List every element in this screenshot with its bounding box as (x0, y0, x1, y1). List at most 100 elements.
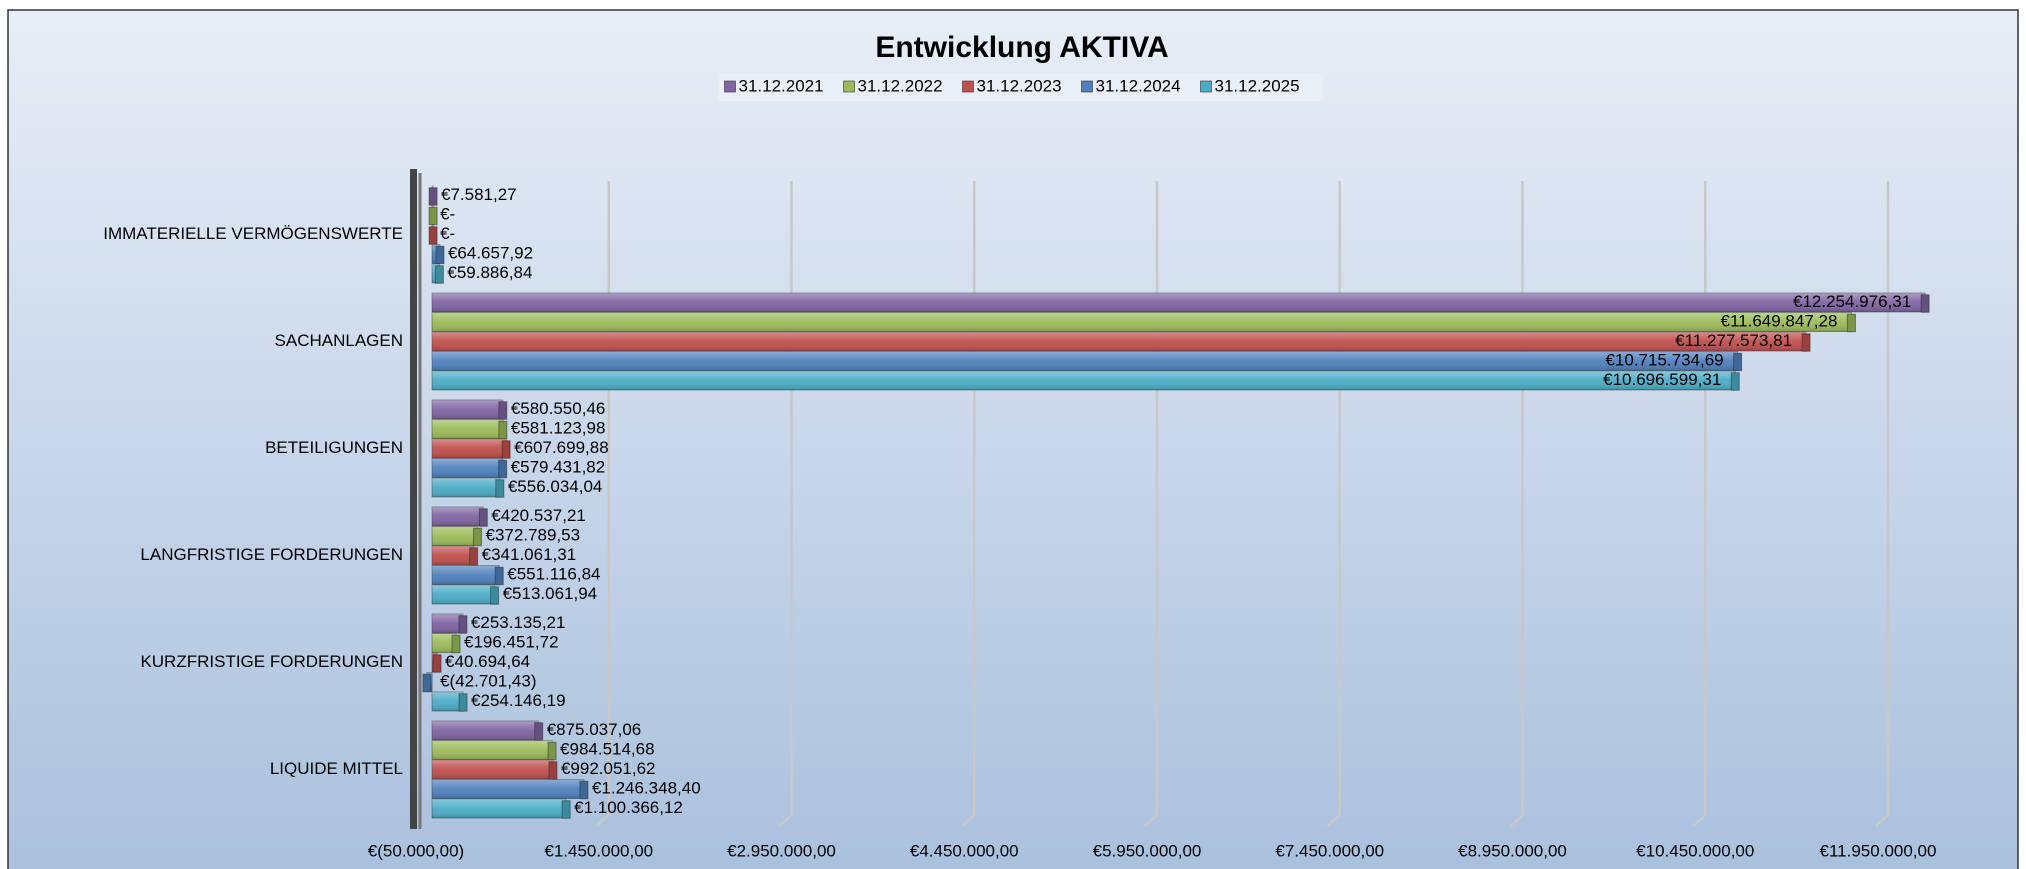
grid-line (1692, 181, 1707, 827)
bar-cap (428, 206, 438, 226)
chart-title: Entwicklung AKTIVA (875, 31, 1168, 64)
grid-line (1326, 181, 1341, 827)
y-tick-label: KURZFRISTIGE FORDERUNGEN (140, 652, 403, 671)
bar-shine (432, 351, 1738, 371)
data-label: €254.146,19 (471, 691, 566, 710)
data-label: €40.694,64 (445, 652, 530, 671)
data-label: €556.034,04 (508, 477, 603, 496)
data-label: €253.135,21 (471, 613, 566, 632)
legend-label: 31.12.2021 (739, 76, 824, 95)
bar-cap (547, 741, 557, 761)
bar-cap (458, 615, 468, 634)
data-label: €12.254.976,31 (1793, 292, 1911, 311)
grid-line (1875, 181, 1890, 827)
bar-cap (434, 265, 444, 284)
data-label: €64.657,92 (448, 243, 533, 262)
x-tick-label: €1.450.000,00 (544, 841, 653, 860)
bar-shine (432, 507, 484, 526)
chart-area (7, 9, 2019, 869)
data-label: €(42.701,43) (440, 671, 536, 690)
bar-cap (501, 440, 511, 459)
bar-shine (432, 478, 500, 497)
bar-cap (432, 654, 442, 673)
data-label: €11.649.847,28 (1721, 311, 1838, 330)
y-tick-label: LANGFRISTIGE FORDERUNGEN (140, 545, 403, 564)
bar-shine (432, 458, 503, 478)
legend-label: 31.12.2023 (977, 76, 1062, 95)
bar-cap (422, 673, 432, 693)
bar-shine (432, 692, 464, 711)
bar-shine (432, 721, 539, 740)
bar-cap (478, 508, 488, 527)
bar-cap (1920, 294, 1930, 313)
data-label: €372.789,53 (486, 525, 581, 544)
data-label: €579.431,82 (511, 457, 606, 476)
y-tick-label: IMMATERIELLE VERMÖGENSWERTE (103, 224, 403, 243)
x-tick-label: €8.950.000,00 (1458, 841, 1567, 860)
legend-swatch (724, 80, 736, 93)
data-label: €875.037,06 (547, 720, 642, 739)
bar-cap (428, 187, 438, 206)
grid-line (595, 181, 610, 827)
bar-cap (534, 722, 544, 741)
bar-shine (432, 293, 1926, 312)
data-label: €- (440, 204, 455, 223)
data-label: €420.537,21 (491, 506, 586, 525)
data-label: €992.051,62 (561, 759, 656, 778)
data-label: €196.451,72 (464, 632, 559, 651)
bar-cap (1733, 352, 1743, 372)
legend-swatch (843, 80, 855, 93)
bar-cap (561, 800, 571, 819)
x-tick-label: €5.950.000,00 (1093, 841, 1202, 860)
bar-shine (432, 565, 500, 585)
x-tick-label: €4.450.000,00 (910, 841, 1019, 860)
bar-cap (428, 226, 438, 245)
bar-cap (494, 566, 504, 586)
bar-cap (1730, 372, 1740, 391)
bar-cap (548, 761, 558, 780)
data-label: €11.277.573,81 (1675, 331, 1792, 350)
bar-shine (432, 779, 584, 799)
data-label: €513.061,94 (503, 584, 598, 603)
bar-shine (432, 546, 474, 565)
data-label: €7.581,27 (441, 185, 517, 204)
bar-shine (432, 400, 503, 419)
bar-shine (432, 633, 457, 653)
data-label: €10.715.734,69 (1605, 350, 1723, 369)
bar-shine (432, 526, 478, 546)
bar-cap (495, 479, 505, 498)
y-tick-label: LIQUIDE MITTEL (270, 759, 403, 778)
data-label: €551.116,84 (507, 564, 600, 583)
bar-cap (1801, 333, 1811, 352)
bar-cap (469, 547, 479, 566)
bar-cap (498, 420, 508, 440)
bar-shine (432, 740, 553, 760)
bar-cap (473, 527, 483, 547)
x-tick-label: €11.950.000,00 (1820, 841, 1937, 860)
data-label: €341.061,31 (482, 545, 577, 564)
bar-shine (432, 614, 463, 633)
y-tick-label: SACHANLAGEN (275, 331, 403, 350)
bar-cap (458, 693, 468, 712)
bar-cap (579, 780, 589, 800)
legend-label: 31.12.2024 (1096, 76, 1181, 95)
bar-shine (432, 760, 553, 779)
bar-shine (432, 332, 1807, 351)
grid-line (1509, 181, 1524, 827)
bar-cap (435, 245, 445, 265)
legend-swatch (1081, 80, 1093, 93)
x-tick-label: €10.450.000,00 (1636, 841, 1754, 860)
grid-line (1144, 181, 1159, 827)
bar-shine (432, 419, 503, 439)
x-tick-label: €7.450.000,00 (1275, 841, 1384, 860)
y-tick-label: BETEILIGUNGEN (265, 438, 403, 457)
bar-shine (432, 585, 495, 604)
bar-shine (432, 439, 507, 458)
data-label: €- (440, 224, 455, 243)
bar-cap (498, 459, 508, 479)
bar-cap (490, 586, 500, 605)
data-label: €581.123,98 (511, 418, 606, 437)
legend-label: 31.12.2022 (858, 76, 943, 95)
legend-swatch (962, 80, 974, 93)
legend-swatch (1200, 80, 1212, 93)
